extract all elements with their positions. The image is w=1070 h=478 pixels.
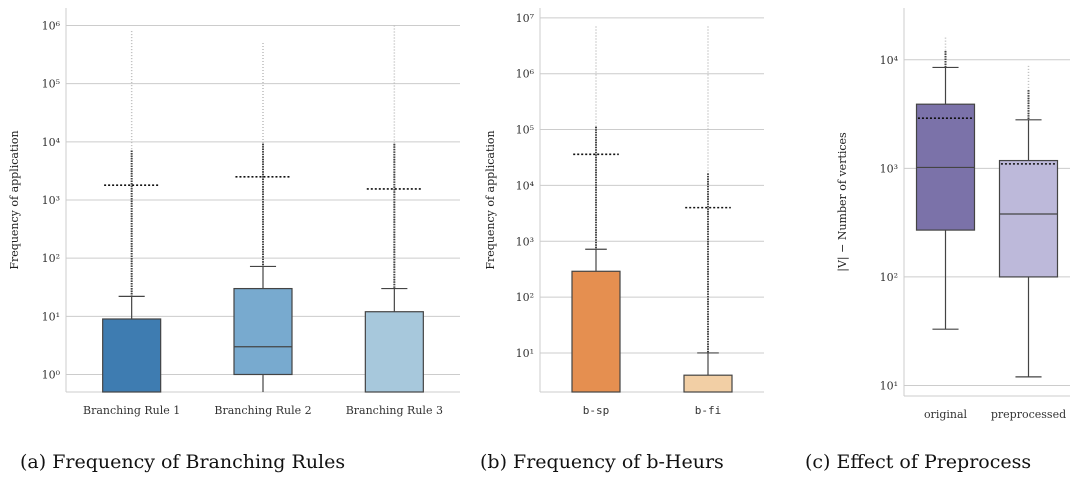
y-tick-label: 10³ [880,162,898,175]
panel-a-chart: 10⁰ 10¹ 10² 10³ 10⁴ 10⁵ 10⁶ Frequency of applic… [8,8,460,417]
box-iqr [571,270,621,393]
y-axis-label: Frequency of application [484,130,497,269]
y-tick-label: 10⁴ [42,136,61,149]
y-tick-label: 10¹ [516,347,534,360]
box-iqr [364,311,424,393]
y-tick-label: 10² [516,291,534,304]
y-tick-label: 10² [880,271,898,284]
y-tick-label: 10⁷ [516,12,535,25]
caption-a: (a) Frequency of Branching Rules [20,451,345,473]
y-tick-label: 10⁰ [42,368,61,381]
box-iqr [102,318,162,393]
y-tick-label: 10¹ [880,379,898,392]
box-iqr [998,159,1059,278]
x-tick-label: preprocessed [991,408,1066,421]
y-tick-label: 10¹ [42,310,60,323]
y-tick-label: 10⁵ [516,124,534,137]
caption-b: (b) Frequency of b-Heurs [480,451,724,473]
panel-b-chart: 10¹ 10² 10³ 10⁴ 10⁵ 10⁶ 10⁷ Frequency of applic… [484,8,764,417]
box-iqr [683,374,733,393]
x-tick-label: b-sp [583,404,610,417]
x-tick-label: Branching Rule 2 [214,404,311,417]
y-tick-label: 10³ [42,194,60,207]
y-tick-label: 10⁶ [516,68,535,81]
x-tick-label: original [924,408,968,421]
y-tick-label: 10⁴ [880,54,899,67]
panel-c-chart: 10¹ 10² 10³ 10⁴ |V| − Number of vertices orig… [836,8,1070,421]
x-tick-label: Branching Rule 3 [346,404,443,417]
y-tick-label: 10² [42,252,60,265]
y-axis-label: Frequency of application [8,130,21,269]
box-iqr [233,287,293,376]
caption-c: (c) Effect of Preprocess [805,451,1031,473]
y-tick-label: 10⁶ [42,20,61,33]
y-tick-label: 10⁴ [516,179,535,192]
y-tick-label: 10⁵ [42,78,60,91]
y-axis-label: |V| − Number of vertices [836,132,850,272]
x-tick-label: Branching Rule 1 [83,404,180,417]
x-tick-label: b-fi [695,404,722,417]
y-tick-label: 10³ [516,235,534,248]
